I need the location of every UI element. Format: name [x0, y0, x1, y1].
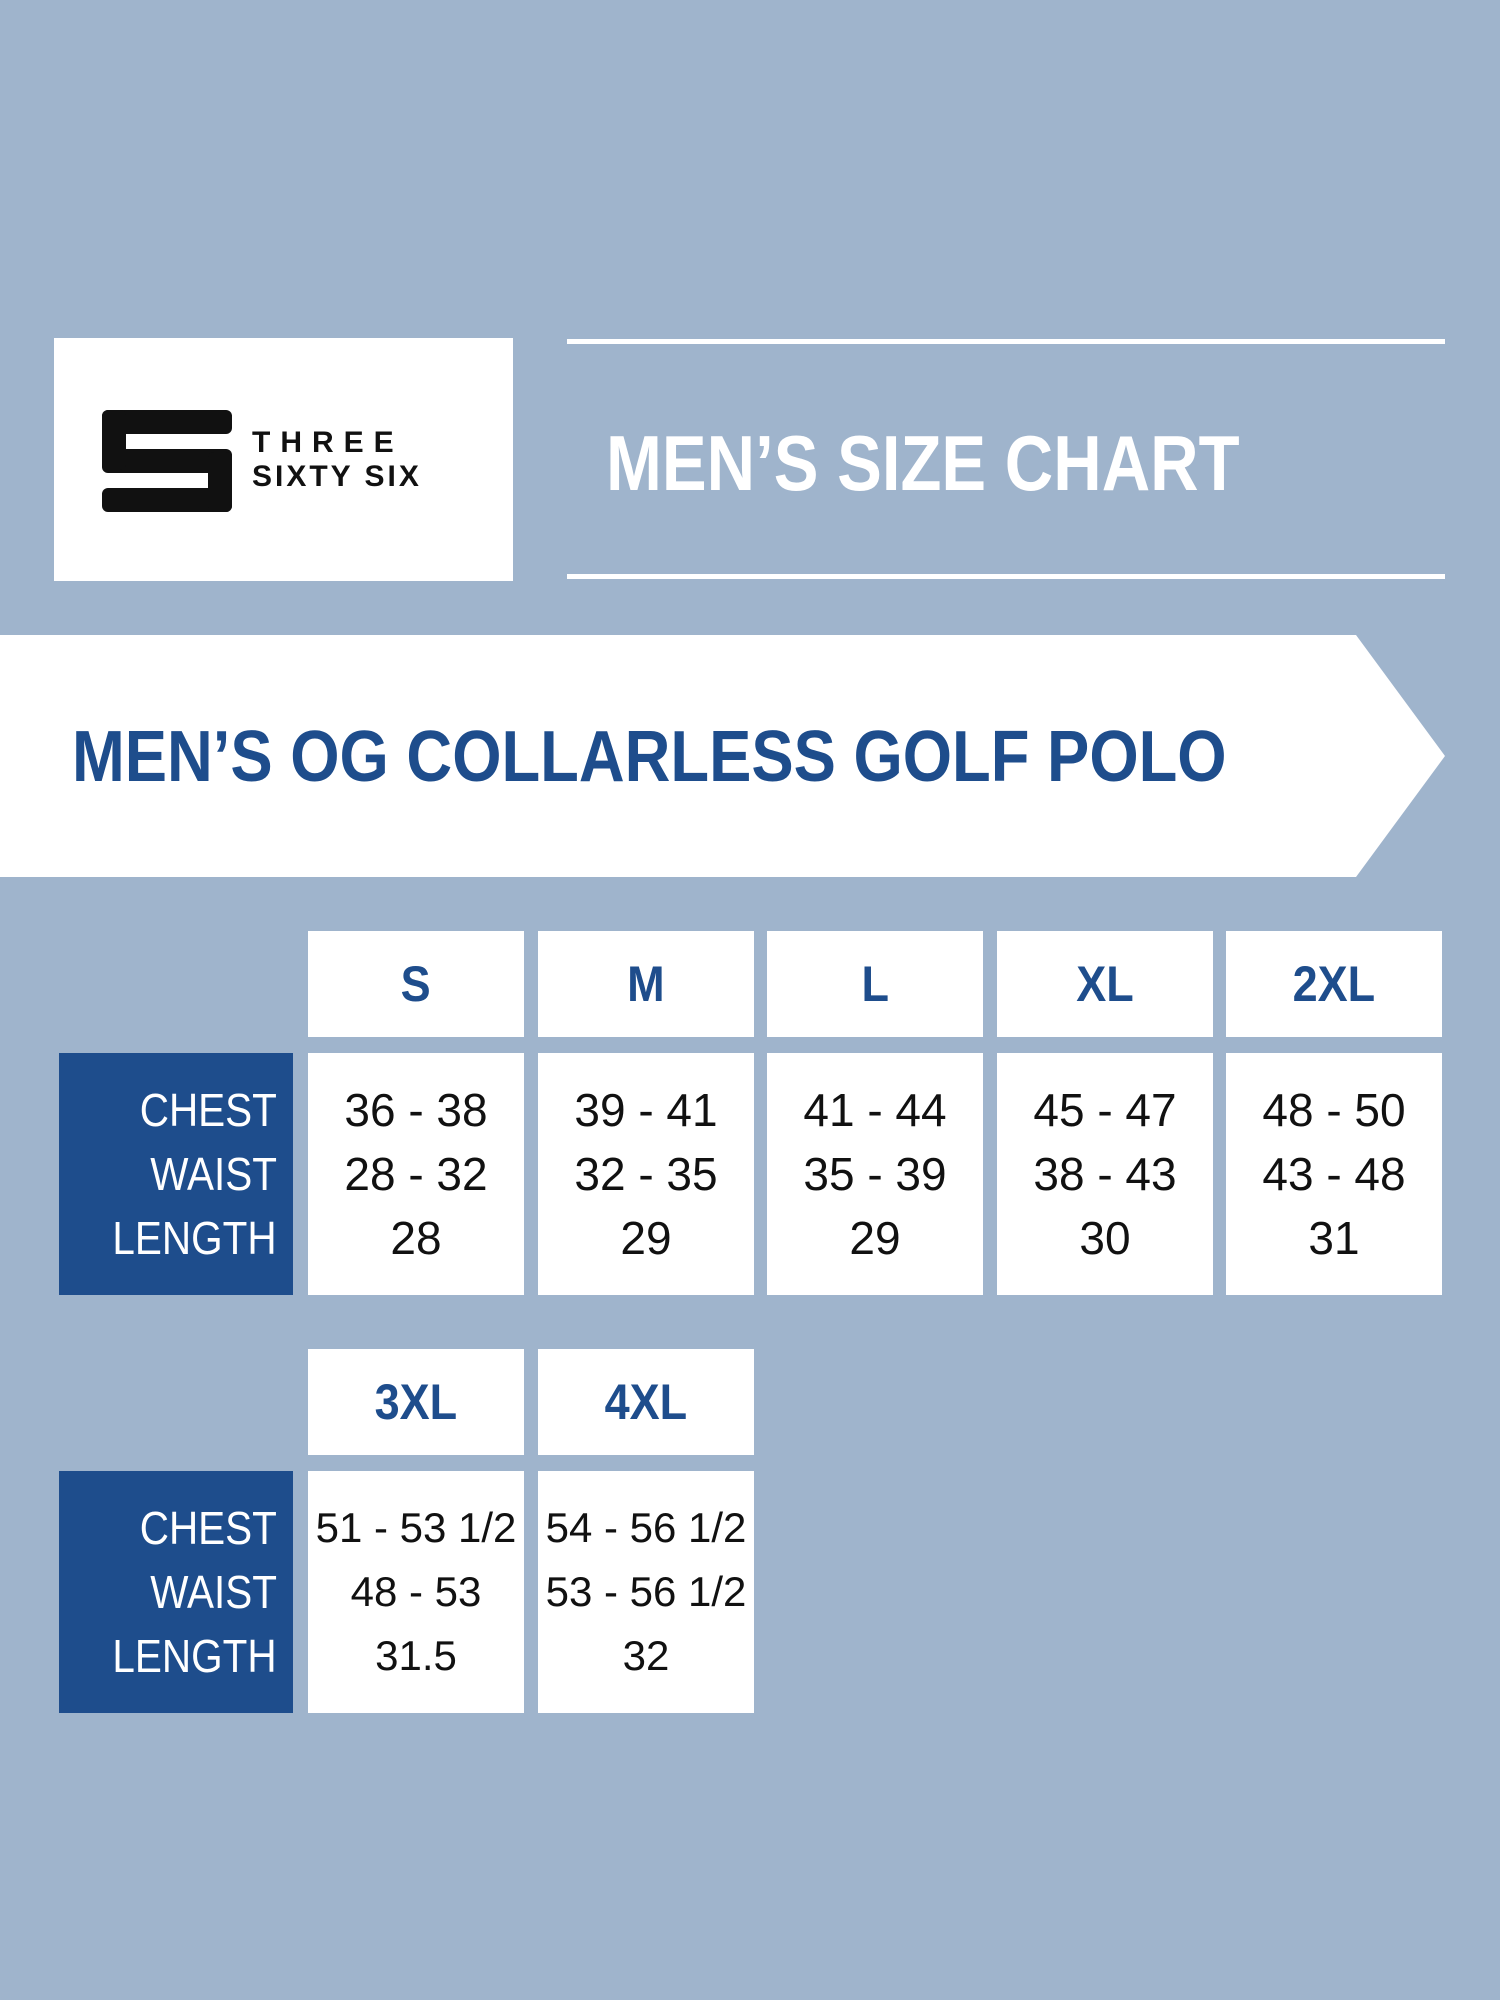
chest-value: 36 - 38 — [344, 1084, 488, 1136]
header-divider-top — [567, 339, 1445, 344]
brand-logo: THREE SIXTY SIX — [54, 338, 513, 581]
length-value: 30 — [1079, 1212, 1131, 1264]
header-divider-bottom — [567, 574, 1445, 579]
waist-value: 28 - 32 — [344, 1148, 488, 1200]
length-value: 31 — [1308, 1212, 1360, 1264]
row-label-waist: WAIST — [150, 1566, 277, 1618]
size-header-xl: XL — [997, 931, 1213, 1037]
chest-value: 51 - 53 1/2 — [315, 1504, 517, 1551]
size-values-2xl: 48 - 50 43 - 48 31 — [1226, 1053, 1442, 1295]
chest-value: 54 - 56 1/2 — [545, 1504, 747, 1551]
length-value: 29 — [620, 1212, 672, 1264]
waist-value: 53 - 56 1/2 — [545, 1568, 747, 1615]
row-labels-block: CHEST WAIST LENGTH — [59, 1471, 293, 1713]
waist-value: 32 - 35 — [574, 1148, 718, 1200]
length-value: 28 — [390, 1212, 442, 1264]
length-value: 29 — [849, 1212, 901, 1264]
size-values-4xl: 54 - 56 1/2 53 - 56 1/2 32 — [538, 1471, 754, 1713]
row-label-length: LENGTH — [112, 1630, 277, 1682]
row-labels-block: CHEST WAIST LENGTH — [59, 1053, 293, 1295]
chest-value: 39 - 41 — [574, 1084, 718, 1136]
size-header-l: L — [767, 931, 983, 1037]
length-value: 32 — [622, 1632, 670, 1679]
chest-value: 48 - 50 — [1262, 1084, 1406, 1136]
row-label-chest: CHEST — [139, 1502, 277, 1554]
size-header-4xl: 4XL — [538, 1349, 754, 1455]
size-header-s: S — [308, 931, 524, 1037]
chest-value: 45 - 47 — [1033, 1084, 1177, 1136]
size-values-l: 41 - 44 35 - 39 29 — [767, 1053, 983, 1295]
product-title: MEN’S OG COLLARLESS GOLF POLO — [72, 717, 1227, 797]
size-values-3xl: 51 - 53 1/2 48 - 53 31.5 — [308, 1471, 524, 1713]
product-banner — [0, 635, 1445, 877]
chest-value: 41 - 44 — [803, 1084, 947, 1136]
size-header-3xl: 3XL — [308, 1349, 524, 1455]
three-sixty-six-s-logo-icon — [102, 410, 232, 512]
row-label-chest: CHEST — [139, 1084, 277, 1136]
brand-name-line-2: SIXTY SIX — [252, 460, 422, 493]
size-values-xl: 45 - 47 38 - 43 30 — [997, 1053, 1213, 1295]
size-header-2xl: 2XL — [1226, 931, 1442, 1037]
row-label-length: LENGTH — [112, 1212, 277, 1264]
size-values-s: 36 - 38 28 - 32 28 — [308, 1053, 524, 1295]
waist-value: 43 - 48 — [1262, 1148, 1406, 1200]
length-value: 31.5 — [375, 1632, 457, 1679]
waist-value: 35 - 39 — [803, 1148, 947, 1200]
size-header-m: M — [538, 931, 754, 1037]
row-label-waist: WAIST — [150, 1148, 277, 1200]
size-values-m: 39 - 41 32 - 35 29 — [538, 1053, 754, 1295]
page-title: MEN’S SIZE CHART — [606, 419, 1240, 507]
brand-name-line-1: THREE — [252, 426, 404, 459]
waist-value: 38 - 43 — [1033, 1148, 1177, 1200]
waist-value: 48 - 53 — [350, 1568, 482, 1615]
